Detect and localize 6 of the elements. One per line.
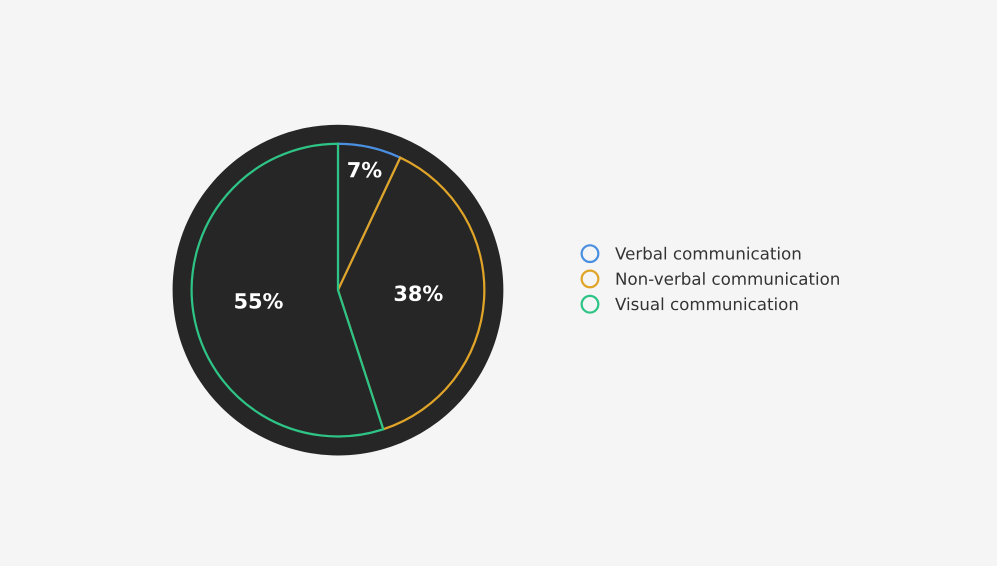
data-label: 55% — [235, 292, 283, 309]
data-label: 7% — [348, 162, 382, 178]
data-label: 38% — [394, 285, 443, 302]
legend-label: Verbal communication — [615, 246, 800, 260]
legend-label: Non-verbal communication — [616, 272, 839, 286]
legend-label: Visual communication — [615, 297, 798, 310]
